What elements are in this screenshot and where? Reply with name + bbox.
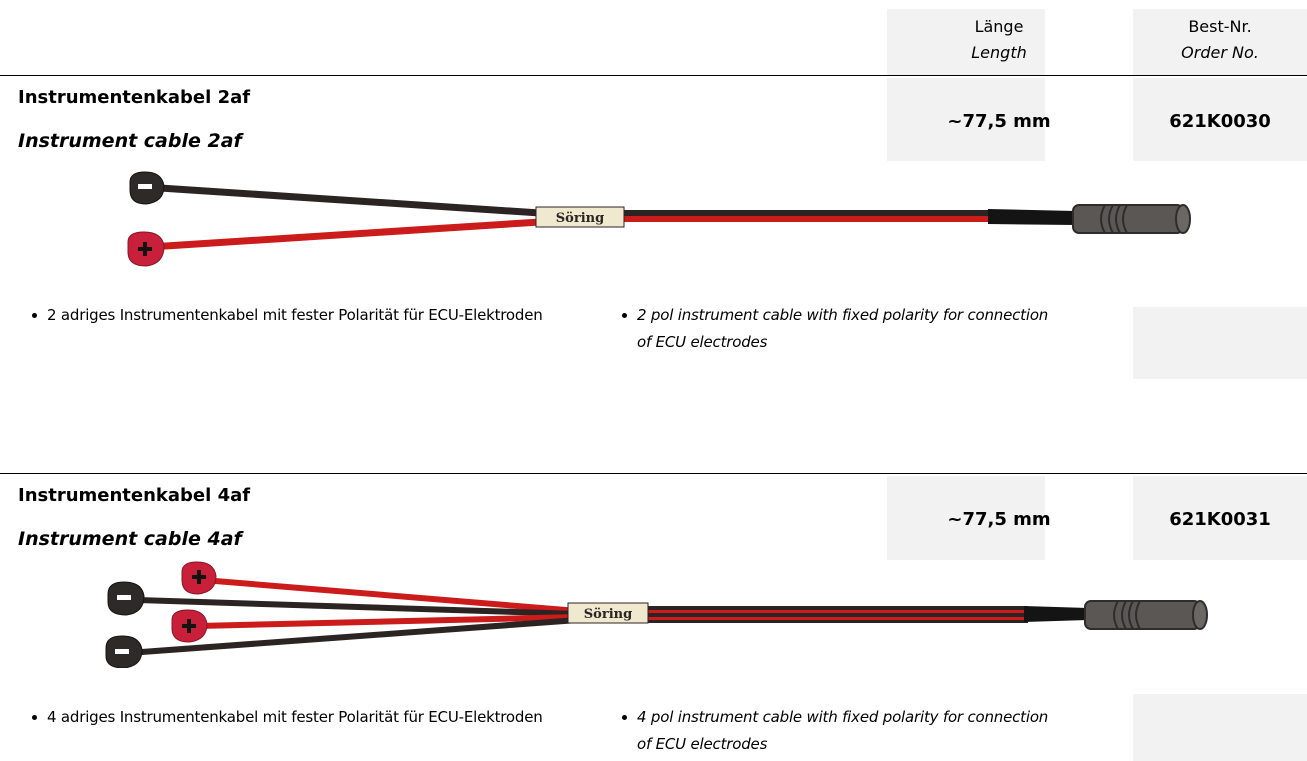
order-header-de: Best-Nr. xyxy=(1188,17,1252,36)
product-title-en: Instrument cable 4af xyxy=(18,528,242,550)
order-column-header-bg xyxy=(1133,9,1307,75)
order-number: 621K0030 xyxy=(1169,111,1271,132)
cable-4af-image: Söring xyxy=(105,561,1208,668)
positive-plug-icon xyxy=(171,609,208,643)
length-header-de: Länge xyxy=(974,17,1024,36)
order-value-bg xyxy=(1133,78,1307,161)
length-value-bg xyxy=(887,78,1045,161)
order-header-en: Order No. xyxy=(1181,43,1259,62)
negative-plug-icon xyxy=(129,171,165,205)
description-side-bg xyxy=(1133,307,1307,379)
product-title-de: Instrumentenkabel 2af xyxy=(18,87,251,108)
length-column-header-bg xyxy=(887,9,1045,75)
product-title-de: Instrumentenkabel 4af xyxy=(18,485,251,506)
positive-plug-icon xyxy=(127,231,165,267)
description-en: 4 pol instrument cable with fixed polari… xyxy=(622,704,1057,758)
section-divider xyxy=(0,473,1307,474)
description-de: 2 adriges Instrumentenkabel mit fester P… xyxy=(32,302,587,329)
length-column-header: Länge Length xyxy=(887,14,1111,66)
brand-label: Söring xyxy=(556,211,604,226)
order-number: 621K0031 xyxy=(1169,509,1271,530)
description-de: 4 adriges Instrumentenkabel mit fester P… xyxy=(32,704,587,731)
positive-plug-icon xyxy=(181,561,217,595)
length-value-bg xyxy=(887,476,1045,560)
description-side-bg xyxy=(1133,694,1307,761)
order-value-bg xyxy=(1133,476,1307,560)
product-title-en: Instrument cable 2af xyxy=(18,130,242,152)
length-value: ~77,5 mm xyxy=(947,111,1051,132)
brand-label: Söring xyxy=(584,607,632,622)
negative-plug-icon xyxy=(105,635,143,668)
negative-plug-icon xyxy=(107,581,145,616)
section-divider xyxy=(0,75,1307,76)
order-column-header: Best-Nr. Order No. xyxy=(1133,14,1307,66)
description-en: 2 pol instrument cable with fixed polari… xyxy=(622,302,1057,356)
length-header-en: Length xyxy=(971,43,1027,62)
length-value: ~77,5 mm xyxy=(947,509,1051,530)
cable-2af-image: Söring xyxy=(127,171,1191,267)
